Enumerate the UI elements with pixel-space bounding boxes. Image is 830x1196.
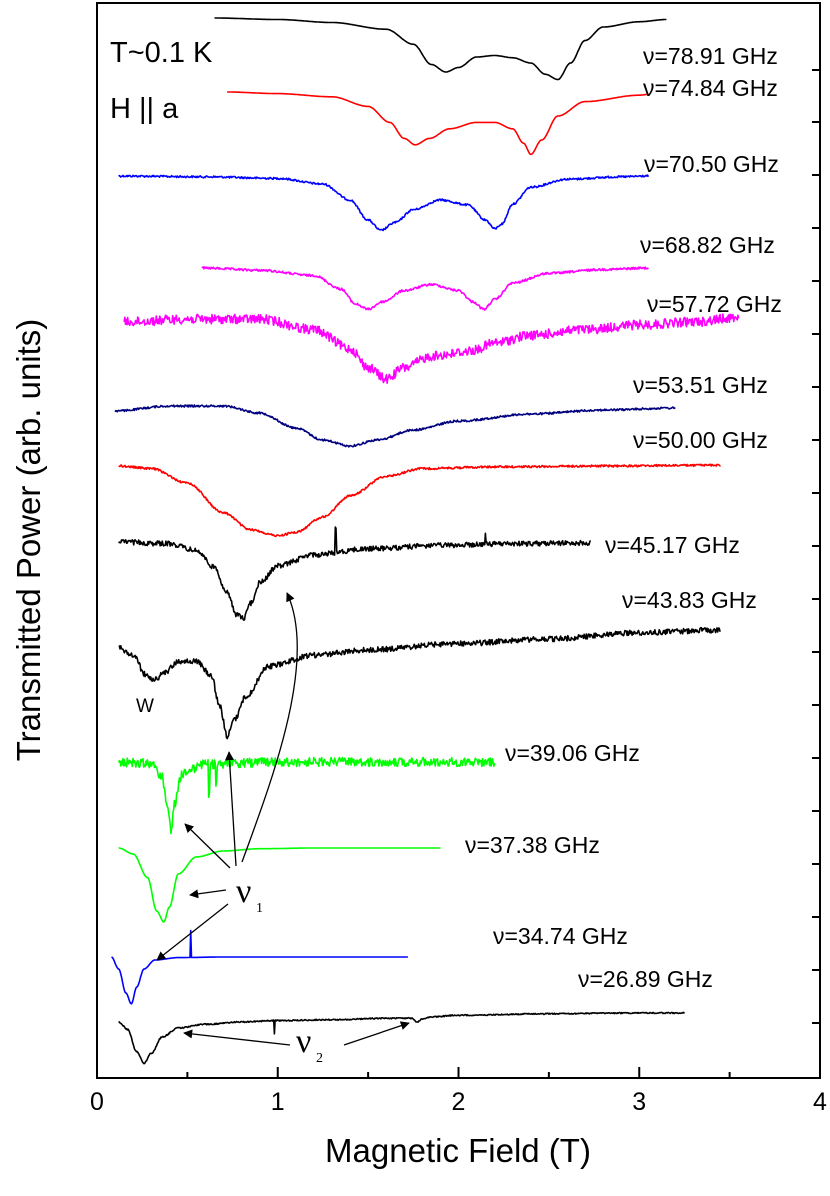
series-label: ν=43.83 GHz bbox=[622, 587, 757, 613]
spectra bbox=[111, 17, 740, 1065]
x-axis-title: Magnetic Field (T) bbox=[325, 1132, 591, 1169]
nu2-subscript: 2 bbox=[316, 1051, 323, 1066]
series-label: ν=78.91 GHz bbox=[643, 43, 778, 69]
x-tick-label: 2 bbox=[452, 1088, 466, 1116]
nu1-annotation: ν 1 bbox=[156, 592, 298, 961]
nu1-arrow-b bbox=[224, 751, 237, 867]
series-label: ν=74.84 GHz bbox=[643, 75, 778, 101]
nu1-symbol: ν bbox=[236, 873, 251, 910]
series-line bbox=[118, 626, 721, 740]
series-label: ν=39.06 GHz bbox=[505, 740, 640, 766]
series-line bbox=[118, 1011, 686, 1065]
nu2-arrow-left bbox=[183, 1029, 291, 1046]
x-tick-label: 0 bbox=[90, 1088, 104, 1116]
x-axis: 0 1 2 3 4 bbox=[90, 1067, 827, 1116]
series-line bbox=[118, 526, 592, 621]
nu1-arrow-e bbox=[156, 903, 229, 961]
temperature-condition: T~0.1 K bbox=[110, 37, 213, 69]
series-label: ν=34.74 GHz bbox=[493, 923, 628, 949]
series-label: ν=70.50 GHz bbox=[644, 151, 779, 177]
nu2-arrow-right bbox=[343, 1021, 410, 1046]
series-line bbox=[118, 174, 650, 232]
series-label: ν=50.00 GHz bbox=[633, 427, 768, 453]
series-line bbox=[118, 847, 441, 923]
w-label: W bbox=[136, 696, 154, 717]
x-tick-label: 4 bbox=[813, 1088, 827, 1116]
field-direction-condition: H || a bbox=[110, 93, 179, 125]
series-label: ν=45.17 GHz bbox=[605, 532, 740, 558]
series-line bbox=[201, 266, 649, 311]
series-line bbox=[114, 404, 676, 448]
x-tick-label: 3 bbox=[632, 1088, 646, 1116]
series-line bbox=[111, 929, 408, 1005]
y-axis-title: Transmitted Power (arb. units) bbox=[10, 319, 47, 762]
series-line bbox=[117, 756, 496, 835]
series-label: ν=57.72 GHz bbox=[647, 291, 782, 317]
series-line bbox=[214, 17, 667, 81]
nu2-symbol: ν bbox=[296, 1023, 311, 1060]
series-label: ν=37.38 GHz bbox=[465, 832, 600, 858]
nu1-subscript: 1 bbox=[256, 901, 263, 916]
nu1-arrow-a bbox=[184, 823, 231, 869]
y-axis bbox=[812, 69, 820, 1024]
series-label: ν=68.82 GHz bbox=[640, 232, 775, 258]
series-line bbox=[123, 313, 740, 384]
nu2-annotation: ν 2 bbox=[183, 1021, 410, 1066]
x-tick-label: 1 bbox=[271, 1088, 285, 1116]
series-line bbox=[227, 91, 649, 156]
series-line bbox=[118, 463, 721, 538]
nu1-arrow-d bbox=[189, 889, 227, 899]
series-label: ν=53.51 GHz bbox=[633, 372, 768, 398]
nu1-arrow-c bbox=[241, 592, 298, 863]
series-label: ν=26.89 GHz bbox=[578, 966, 713, 992]
curve-labels: ν=78.91 GHz ν=74.84 GHz ν=70.50 GHz ν=68.82… bbox=[465, 43, 782, 992]
